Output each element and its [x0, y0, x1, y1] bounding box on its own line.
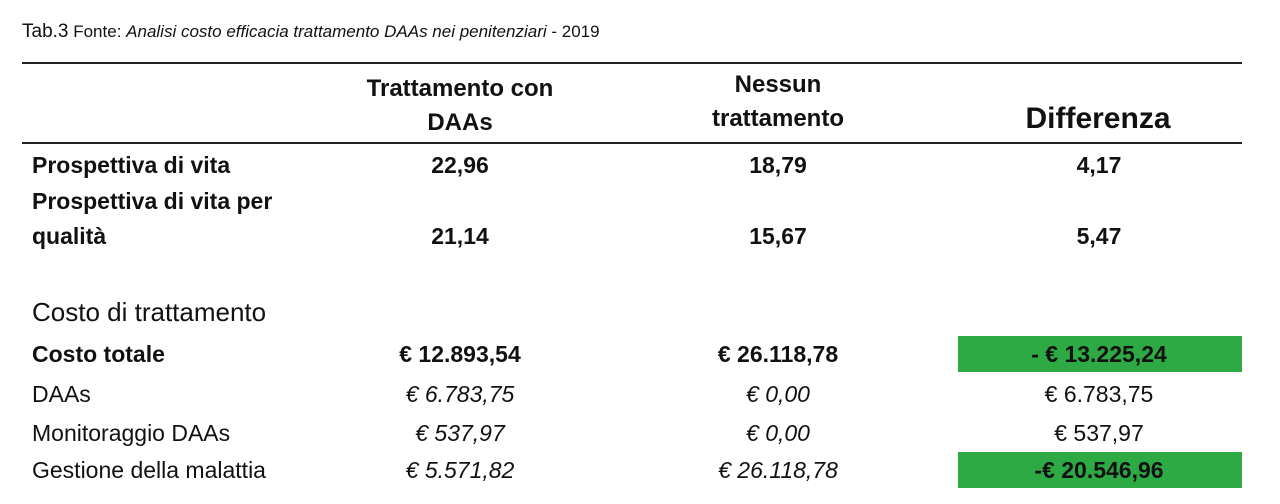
row-life-label: Prospettiva di vita: [32, 152, 231, 178]
row-total-diff: - € 13.225,24: [1031, 341, 1167, 367]
header-no-treatment: Nessun trattamento: [648, 68, 908, 136]
row-life-treatment: 22,96: [431, 152, 489, 178]
row-monitoring-treatment: € 537,97: [415, 420, 505, 446]
row-quality-diff: 5,47: [1076, 223, 1122, 249]
header-difference: Differenza: [1025, 102, 1171, 135]
top-rule: [22, 62, 1242, 64]
row-total-label: Costo totale: [32, 341, 165, 367]
row-daas-label: DAAs: [32, 381, 91, 407]
row-quality-label-line2: qualità: [32, 223, 107, 249]
row-quality-none: 15,67: [749, 223, 807, 249]
row-daas-treatment: € 6.783,75: [405, 381, 515, 407]
row-total-treatment: € 12.893,54: [399, 341, 521, 367]
row-life-diff: 4,17: [1076, 152, 1122, 178]
row-disease-treatment: € 5.571,82: [405, 457, 515, 483]
row-disease-diff: -€ 20.546,96: [1034, 457, 1164, 483]
header-none-line2: trattamento: [711, 105, 844, 132]
source-label: Fonte:: [73, 22, 122, 41]
source-title: Analisi costo efficacia trattamento DAAs…: [126, 22, 547, 41]
header-none-line1: Nessun: [734, 71, 822, 98]
row-daas-diff: € 6.783,75: [1044, 381, 1154, 407]
row-total-none: € 26.118,78: [717, 341, 839, 367]
header-treatment: Trattamento con DAAs: [330, 72, 590, 140]
row-disease-none: € 26.118,78: [718, 457, 838, 483]
table-caption: Tab.3 Fonte: Analisi costo efficacia tra…: [22, 20, 600, 44]
header-treatment-line1: Trattamento con: [366, 75, 554, 102]
highlight-disease-diff: [958, 452, 1242, 488]
highlight-total-diff: [958, 336, 1242, 372]
cost-section-heading: Costo di trattamento: [32, 297, 267, 327]
header-treatment-line2: DAAs: [427, 109, 493, 136]
row-monitoring-none: € 0,00: [746, 420, 810, 446]
row-monitoring-diff: € 537,97: [1054, 420, 1144, 446]
source-year: - 2019: [551, 22, 600, 41]
row-monitoring-label: Monitoraggio DAAs: [32, 420, 231, 446]
table-number: Tab.3: [22, 21, 69, 42]
row-daas-none: € 0,00: [746, 381, 810, 407]
row-life-none: 18,79: [749, 152, 807, 178]
row-disease-label: Gestione della malattia: [32, 457, 266, 483]
row-quality-treatment: 21,14: [431, 223, 489, 249]
header-rule: [22, 142, 1242, 144]
row-quality-label-line1: Prospettiva di vita per: [32, 188, 273, 214]
